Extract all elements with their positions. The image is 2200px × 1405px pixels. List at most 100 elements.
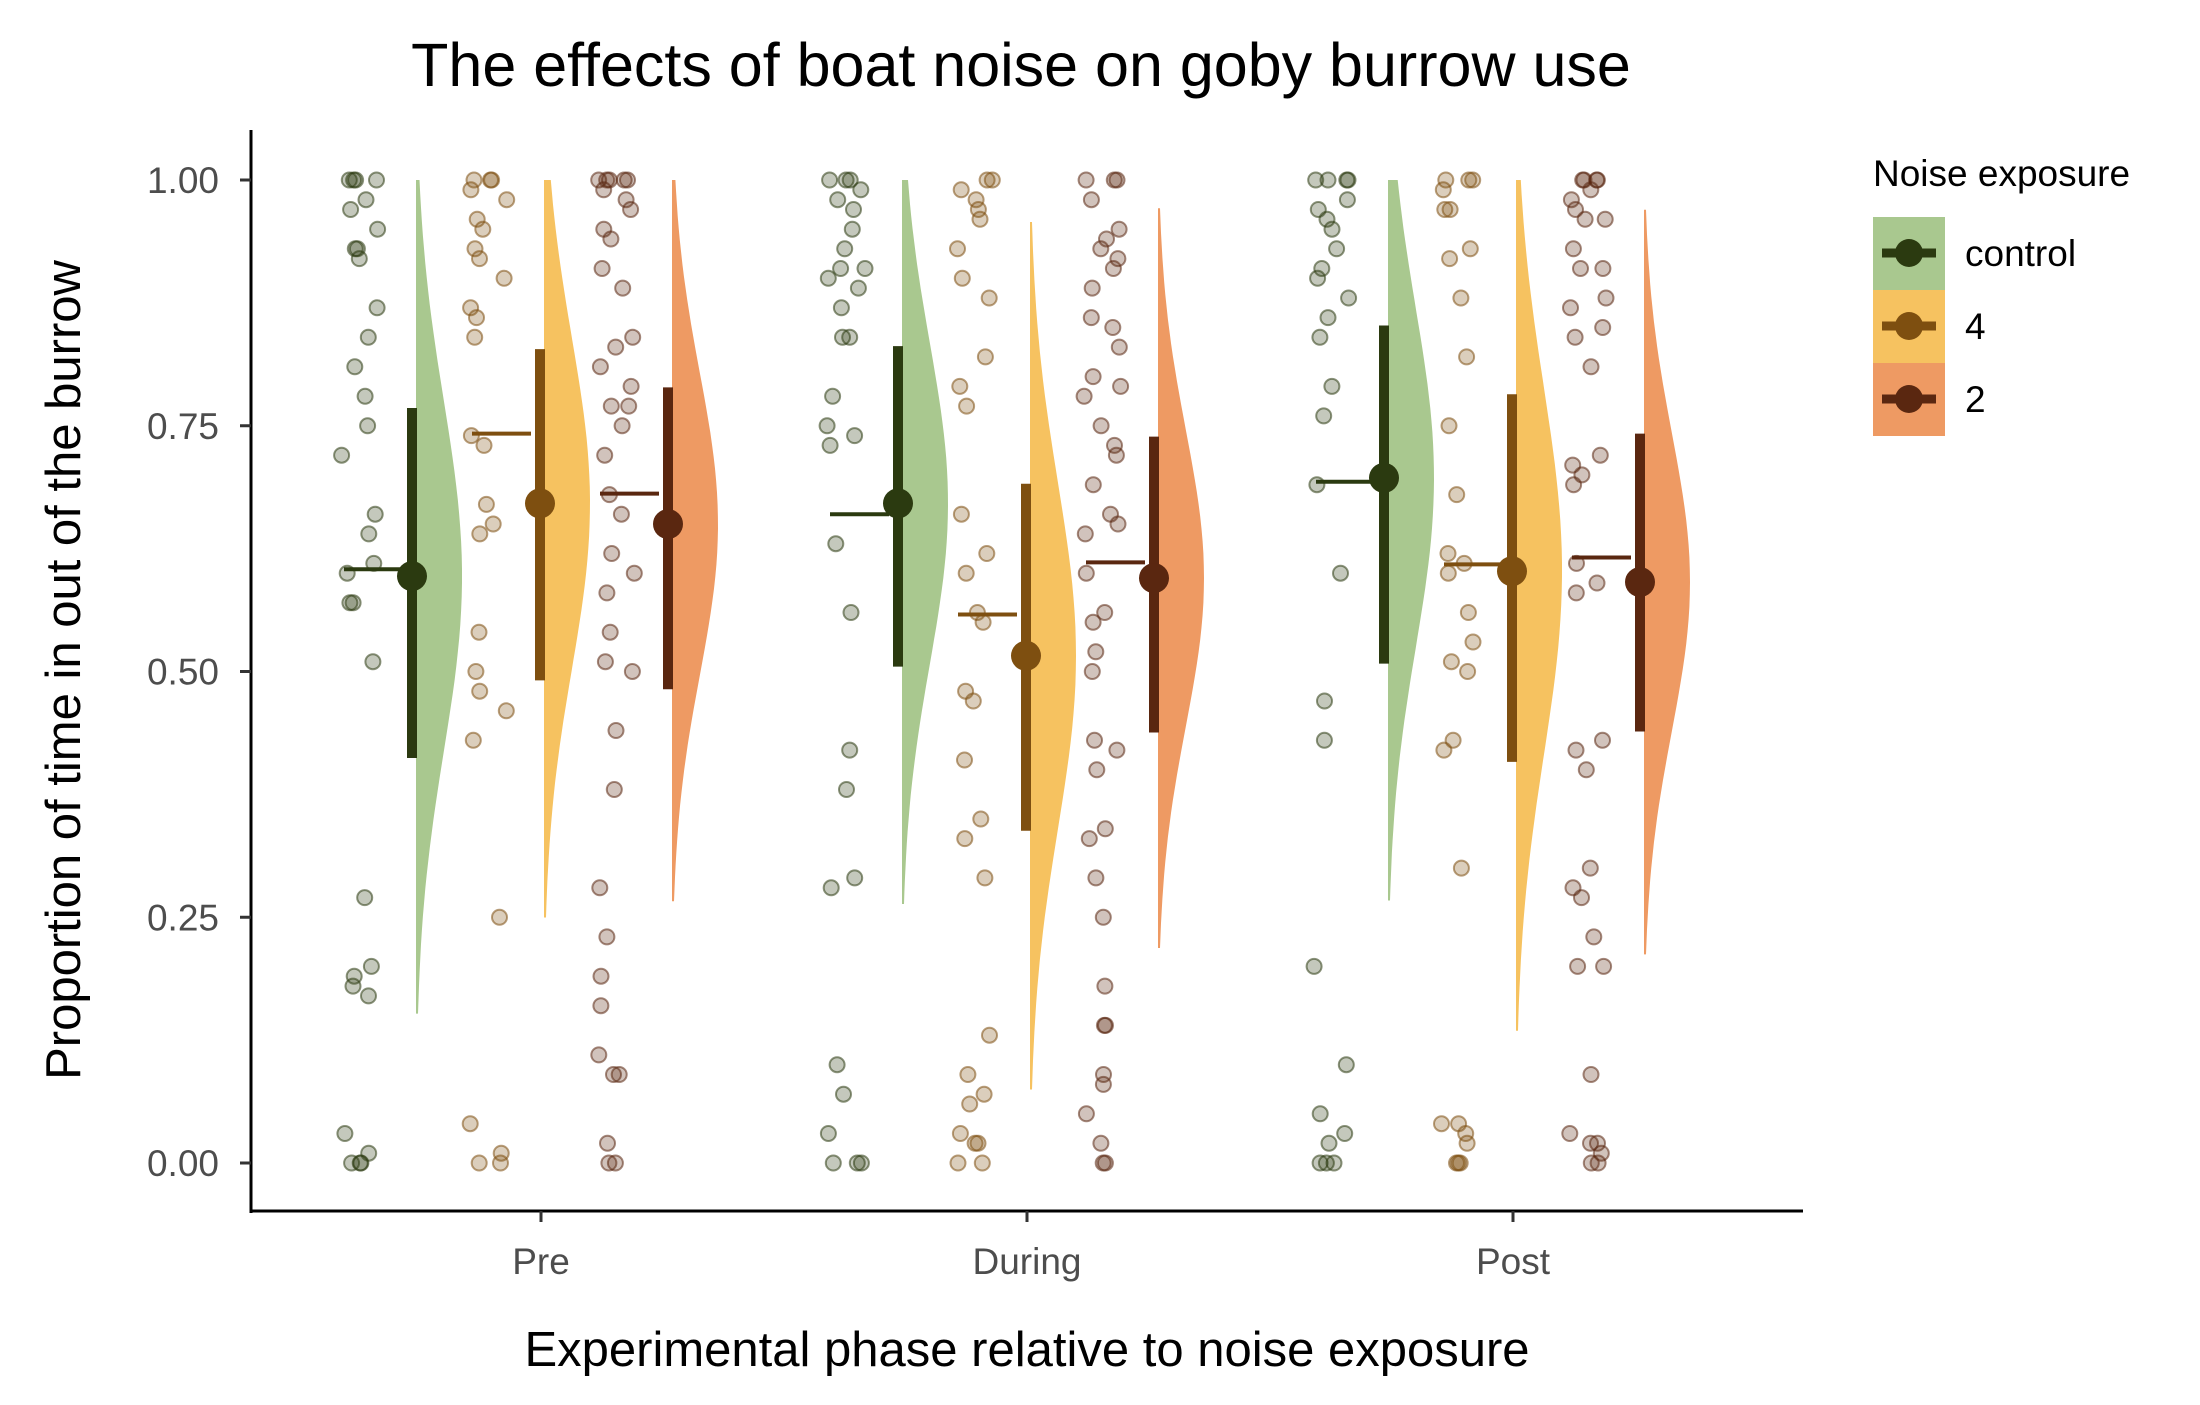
data-point	[596, 653, 614, 671]
data-point	[1573, 889, 1590, 907]
data-point	[347, 171, 365, 189]
data-point	[852, 1154, 870, 1172]
data-point	[956, 751, 973, 769]
data-point	[624, 328, 642, 346]
data-point	[356, 387, 374, 405]
data-point	[598, 584, 616, 602]
data-point	[1112, 377, 1130, 395]
data-point	[1337, 1056, 1355, 1074]
data-point	[978, 171, 996, 189]
data-point	[1442, 653, 1460, 671]
data-point	[819, 269, 837, 287]
data-point	[462, 299, 480, 317]
data-point	[1077, 171, 1095, 189]
data-point	[1105, 171, 1123, 189]
data-point	[1307, 171, 1325, 189]
data-point	[471, 682, 489, 700]
data-point	[498, 191, 516, 209]
data-point	[592, 967, 610, 985]
data-point	[617, 191, 635, 209]
data-point	[593, 260, 611, 277]
data-point	[846, 869, 864, 887]
data-point	[1460, 171, 1478, 189]
data-point	[1561, 1125, 1579, 1142]
data-point	[475, 436, 493, 454]
data-point	[973, 1154, 991, 1172]
data-point	[483, 171, 501, 189]
data-point	[474, 220, 492, 238]
data-point	[824, 1154, 842, 1172]
data-point	[1315, 407, 1333, 425]
data-point	[1096, 604, 1114, 621]
data-point	[1319, 171, 1337, 189]
data-point	[344, 977, 362, 995]
data-point	[841, 328, 859, 346]
data-point	[949, 1154, 967, 1172]
data-point	[1305, 957, 1323, 975]
data-point	[836, 240, 854, 258]
data-point	[952, 181, 970, 199]
data-point	[344, 594, 362, 612]
data-point	[1441, 201, 1459, 218]
legend-key-point	[1895, 312, 1923, 340]
data-point	[1098, 230, 1115, 248]
mean-point	[1011, 640, 1041, 671]
data-point	[1087, 643, 1105, 661]
data-point	[819, 1125, 837, 1142]
x-ticks: Pre During Post	[512, 1211, 1551, 1282]
data-point	[601, 623, 619, 641]
data-point	[1308, 476, 1326, 494]
data-point	[359, 328, 377, 346]
data-point	[1104, 319, 1122, 336]
data-point	[967, 191, 985, 209]
data-point	[1110, 338, 1128, 356]
data-point	[1317, 1154, 1335, 1172]
data-point	[590, 1046, 608, 1064]
chart-title: The effects of boat noise on goby burrow…	[411, 31, 1631, 99]
density-cloud	[544, 180, 590, 918]
data-point	[620, 397, 638, 415]
density-cloud	[1516, 180, 1562, 1031]
data-point	[1092, 1134, 1110, 1152]
data-point	[1332, 564, 1349, 582]
data-point	[1320, 1134, 1338, 1152]
data-point	[959, 1066, 977, 1083]
data-point	[343, 1154, 361, 1172]
y-tick-label: 0.00	[147, 1143, 219, 1184]
density-cloud	[1158, 208, 1204, 949]
data-point	[466, 240, 484, 258]
data-point	[471, 250, 488, 268]
data-point	[1592, 1144, 1610, 1162]
data-point	[1564, 240, 1582, 258]
legend-title: Noise exposure	[1873, 153, 2130, 194]
density-cloud	[902, 180, 948, 904]
data-point	[591, 358, 609, 376]
data-point	[491, 908, 508, 926]
data-point	[1448, 1154, 1465, 1172]
data-point	[1594, 260, 1612, 277]
legend-label: 2	[1965, 379, 1986, 420]
data-point	[1433, 1115, 1450, 1133]
data-point	[477, 495, 495, 513]
data-point	[333, 446, 351, 464]
data-point	[1595, 957, 1613, 975]
data-point	[357, 191, 375, 209]
data-point	[497, 702, 515, 720]
data-point	[1108, 741, 1126, 759]
data-point	[1459, 604, 1477, 621]
mean-point	[883, 488, 913, 519]
x-tick-label: Pre	[512, 1241, 570, 1282]
data-point	[1109, 515, 1127, 533]
density-cloud	[1030, 222, 1076, 1090]
data-point	[1082, 191, 1100, 209]
data-point	[1582, 1154, 1600, 1172]
data-point	[591, 879, 609, 897]
data-point	[845, 201, 862, 218]
data-point	[1576, 210, 1594, 228]
data-point	[1577, 761, 1595, 779]
data-point	[350, 250, 368, 268]
data-point	[1088, 761, 1106, 779]
data-point	[605, 1066, 622, 1083]
data-point	[1311, 1105, 1329, 1123]
